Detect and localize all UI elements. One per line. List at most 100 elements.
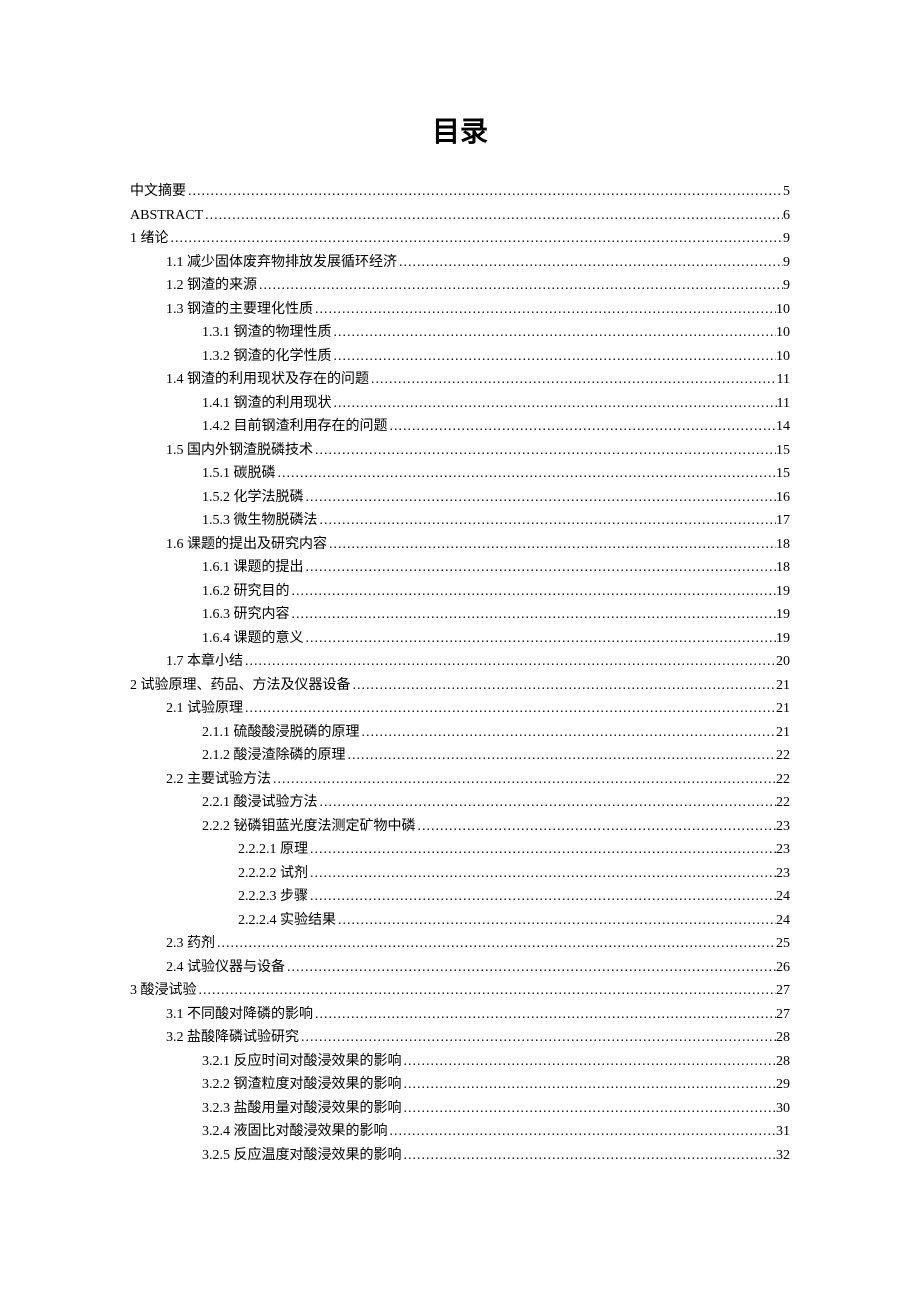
toc-leader-dots: ........................................… — [313, 1003, 776, 1027]
toc-leader-dots: ........................................… — [318, 509, 777, 533]
toc-entry: 1.5.3 微生物脱磷法............................… — [130, 509, 790, 533]
toc-label: 2.1.1 硫酸酸浸脱磷的原理 — [202, 721, 360, 745]
toc-page-number: 9 — [783, 274, 790, 298]
toc-page-number: 10 — [776, 298, 790, 322]
toc-label: 2.1 试验原理 — [166, 697, 243, 721]
toc-leader-dots: ........................................… — [169, 227, 784, 251]
toc-label: 1.1 减少固体废弃物排放发展循环经济 — [166, 251, 397, 275]
toc-label: 1.3.2 钢渣的化学性质 — [202, 345, 332, 369]
toc-label: 2.2.2.2 试剂 — [238, 862, 308, 886]
toc-label: 3.2.5 反应温度对酸浸效果的影响 — [202, 1144, 402, 1168]
toc-label: 1.6.1 课题的提出 — [202, 556, 304, 580]
toc-leader-dots: ........................................… — [397, 251, 783, 275]
toc-leader-dots: ........................................… — [313, 298, 776, 322]
toc-leader-dots: ........................................… — [308, 838, 776, 862]
toc-leader-dots: ........................................… — [203, 204, 783, 228]
toc-page-number: 24 — [776, 909, 790, 933]
toc-leader-dots: ........................................… — [402, 1050, 777, 1074]
toc-leader-dots: ........................................… — [243, 650, 776, 674]
toc-label: 3 酸浸试验 — [130, 979, 197, 1003]
toc-label: 1.4.2 目前钢渣利用存在的问题 — [202, 415, 388, 439]
toc-leader-dots: ........................................… — [304, 556, 777, 580]
toc-label: 1.7 本章小结 — [166, 650, 243, 674]
toc-label: 3.2 盐酸降磷试验研究 — [166, 1026, 299, 1050]
toc-label: 1.6.4 课题的意义 — [202, 627, 304, 651]
toc-entry: 2 试验原理、药品、方法及仪器设备.......................… — [130, 674, 790, 698]
toc-leader-dots: ........................................… — [257, 274, 783, 298]
toc-entry: 3 酸浸试验..................................… — [130, 979, 790, 1003]
toc-leader-dots: ........................................… — [351, 674, 777, 698]
toc-leader-dots: ........................................… — [388, 1120, 777, 1144]
toc-leader-dots: ........................................… — [360, 721, 777, 745]
toc-page-number: 15 — [776, 462, 790, 486]
toc-leader-dots: ........................................… — [304, 486, 777, 510]
toc-label: 1.4 钢渣的利用现状及存在的问题 — [166, 368, 369, 392]
toc-leader-dots: ........................................… — [290, 603, 777, 627]
toc-page-number: 27 — [776, 979, 790, 1003]
toc-label: 2.1.2 酸浸渣除磷的原理 — [202, 744, 346, 768]
toc-label: 1 绪论 — [130, 227, 169, 251]
toc-label: 2.2.1 酸浸试验方法 — [202, 791, 318, 815]
toc-label: 2.2.2.4 实验结果 — [238, 909, 336, 933]
toc-entry: 3.2.1 反应时间对酸浸效果的影响......................… — [130, 1050, 790, 1074]
toc-label: 1.2 钢渣的来源 — [166, 274, 257, 298]
toc-leader-dots: ........................................… — [271, 768, 776, 792]
toc-leader-dots: ........................................… — [308, 885, 776, 909]
toc-label: 3.1 不同酸对降磷的影响 — [166, 1003, 313, 1027]
toc-entry: 2.1 试验原理................................… — [130, 697, 790, 721]
toc-entry: 1.4.2 目前钢渣利用存在的问题.......................… — [130, 415, 790, 439]
toc-label: 1.5.3 微生物脱磷法 — [202, 509, 318, 533]
toc-page-number: 22 — [776, 791, 790, 815]
toc-entry: 2.2.2 铋磷钼蓝光度法测定矿物中磷.....................… — [130, 815, 790, 839]
toc-leader-dots: ........................................… — [416, 815, 777, 839]
toc-entry: 1.6.3 研究内容..............................… — [130, 603, 790, 627]
toc-entry: 1.3 钢渣的主要理化性质...........................… — [130, 298, 790, 322]
toc-page-number: 23 — [776, 862, 790, 886]
toc-label: 2.2 主要试验方法 — [166, 768, 271, 792]
toc-label: 2.3 药剂 — [166, 932, 215, 956]
toc-entry: 1.5 国内外钢渣脱磷技术...........................… — [130, 439, 790, 463]
toc-label: 2.2.2.3 步骤 — [238, 885, 308, 909]
toc-leader-dots: ........................................… — [243, 697, 776, 721]
toc-page-number: 19 — [776, 627, 790, 651]
toc-label: 1.3 钢渣的主要理化性质 — [166, 298, 313, 322]
toc-page-number: 23 — [776, 838, 790, 862]
toc-entry: 1.4 钢渣的利用现状及存在的问题.......................… — [130, 368, 790, 392]
toc-entry: 2.2.2.4 实验结果............................… — [130, 909, 790, 933]
toc-label: 1.6.3 研究内容 — [202, 603, 290, 627]
toc-page-number: 31 — [776, 1120, 790, 1144]
toc-leader-dots: ........................................… — [402, 1144, 777, 1168]
toc-page-number: 9 — [783, 227, 790, 251]
toc-leader-dots: ........................................… — [332, 345, 777, 369]
toc-page-number: 14 — [776, 415, 790, 439]
toc-label: 2.4 试验仪器与设备 — [166, 956, 285, 980]
toc-label: 2.2.2.1 原理 — [238, 838, 308, 862]
toc-leader-dots: ........................................… — [388, 415, 777, 439]
toc-entry: 1.6.2 研究目的..............................… — [130, 580, 790, 604]
toc-page-number: 27 — [776, 1003, 790, 1027]
toc-leader-dots: ........................................… — [290, 580, 777, 604]
toc-entry: 1.5.1 碳脱磷...............................… — [130, 462, 790, 486]
toc-leader-dots: ........................................… — [308, 862, 776, 886]
toc-entry: 3.2.4 液固比对酸浸效果的影响.......................… — [130, 1120, 790, 1144]
toc-entry: 2.4 试验仪器与设备.............................… — [130, 956, 790, 980]
toc-leader-dots: ........................................… — [313, 439, 776, 463]
toc-page-number: 24 — [776, 885, 790, 909]
toc-page-number: 15 — [776, 439, 790, 463]
toc-entry: 3.2.5 反应温度对酸浸效果的影响......................… — [130, 1144, 790, 1168]
toc-page-number: 26 — [776, 956, 790, 980]
toc-entry: 2.3 药剂..................................… — [130, 932, 790, 956]
toc-leader-dots: ........................................… — [327, 533, 776, 557]
toc-page-number: 18 — [776, 556, 790, 580]
toc-label: 2 试验原理、药品、方法及仪器设备 — [130, 674, 351, 698]
toc-entry: 3.2 盐酸降磷试验研究............................… — [130, 1026, 790, 1050]
toc-label: 中文摘要 — [130, 180, 186, 204]
toc-container: 中文摘要....................................… — [130, 180, 790, 1167]
toc-page-number: 21 — [776, 721, 790, 745]
toc-entry: 1 绪论....................................… — [130, 227, 790, 251]
toc-page-number: 19 — [776, 603, 790, 627]
toc-leader-dots: ........................................… — [299, 1026, 776, 1050]
toc-label: 1.4.1 钢渣的利用现状 — [202, 392, 332, 416]
toc-label: 1.3.1 钢渣的物理性质 — [202, 321, 332, 345]
toc-label: 1.5 国内外钢渣脱磷技术 — [166, 439, 313, 463]
